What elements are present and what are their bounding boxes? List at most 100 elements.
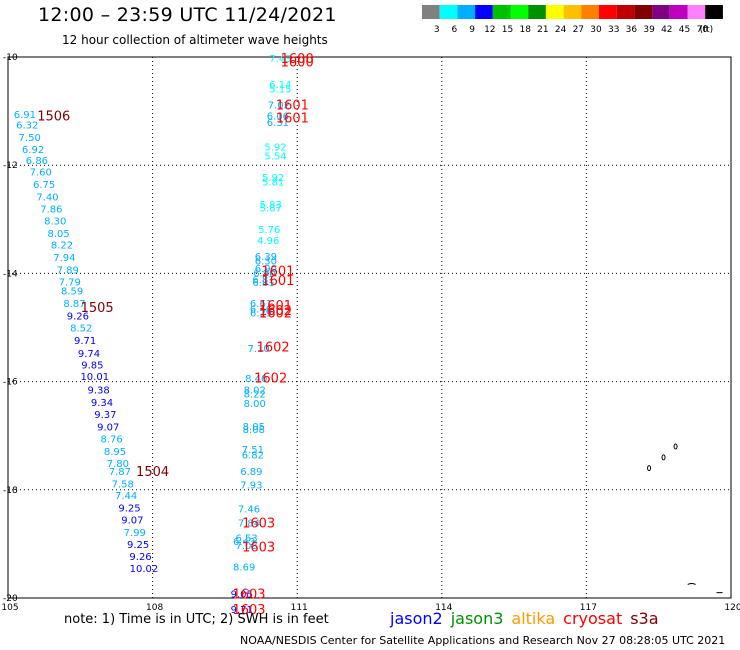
- lon-tick-label: 108: [146, 603, 163, 613]
- wave-height-value: 8.08: [243, 425, 265, 436]
- lat-tick-label: -18: [3, 486, 18, 496]
- wave-height-value: 7.80: [107, 459, 129, 470]
- pass-time-label: 1601: [259, 299, 292, 314]
- colorbar-swatch: [475, 5, 493, 19]
- wave-height-value: 5.15: [269, 84, 291, 95]
- pass-time-label: 1603: [232, 603, 265, 618]
- wave-height-value: 8.22: [51, 241, 73, 252]
- lat-tick-label: -14: [3, 269, 18, 279]
- wave-height-value: 8.52: [70, 324, 92, 335]
- wave-height-value: 6.31: [267, 118, 289, 129]
- satellite-legend: jason2 jason3 altika cryosat s3a: [390, 609, 667, 628]
- wave-height-value: 8.76: [100, 434, 122, 445]
- color-scale-legend: 3 6 9 12 15 18 21 24 27 30 33 36 39 42 45 70(ft): [422, 5, 723, 35]
- wave-height-value: 7.46: [238, 505, 260, 516]
- wave-height-value: 7.03: [235, 541, 257, 552]
- colorbar-swatch: [616, 5, 635, 19]
- wave-height-value: 7.60: [30, 168, 52, 179]
- wave-height-value: 6.43: [233, 537, 255, 548]
- map-title: 12:00 – 23:59 UTC 11/24/2021: [38, 4, 337, 26]
- wave-height-value: 8.00: [244, 399, 266, 410]
- colorbar-swatch: [510, 5, 529, 19]
- wave-height-value: 9.26: [67, 312, 89, 323]
- colorbar-swatch: [652, 5, 670, 19]
- wave-height-value: 7.10: [248, 344, 270, 355]
- wave-height-value: 7.43: [269, 54, 291, 65]
- wave-height-value: 6.32: [16, 121, 38, 132]
- footer-credit: NOAA/NESDIS Center for Satellite Applica…: [240, 634, 726, 647]
- wave-height-value: 7.50: [19, 133, 41, 144]
- wave-height-value: 10.02: [130, 564, 159, 575]
- pass-time-label: 1602: [254, 371, 287, 386]
- lon-tick-label: 105: [1, 603, 18, 613]
- wave-height-value: 7.79: [59, 278, 81, 289]
- wave-height-value: 7.44: [115, 491, 137, 502]
- wave-height-value: 8.95: [104, 447, 126, 458]
- pass-time-label: 1602: [259, 306, 292, 321]
- wave-height-value: 4.96: [257, 236, 279, 247]
- lon-tick-label: 117: [580, 603, 597, 613]
- wave-height-value: 6.30: [255, 256, 277, 267]
- wave-height-value: 7.40: [36, 193, 58, 204]
- pass-time-label: 1601: [261, 274, 294, 289]
- lat-tick-label: -12: [3, 161, 18, 171]
- wave-height-value: 7.89: [57, 266, 79, 277]
- satellite-altika: altika: [511, 609, 556, 628]
- wave-height-value: 7.86: [40, 204, 62, 215]
- pass-time-label: 1601: [261, 265, 294, 280]
- pass-time-label: 1603: [232, 588, 265, 603]
- colorbar-label: 33: [608, 25, 619, 35]
- wave-height-value: 9.25: [118, 504, 140, 515]
- wave-height-value: 6.89: [240, 467, 262, 478]
- wave-height-value: 6.81: [252, 278, 274, 289]
- colorbar-swatch: [457, 5, 476, 19]
- wave-height-value: 9.34: [91, 398, 113, 409]
- pass-time-label: 1602: [257, 340, 290, 355]
- lon-tick-label: 114: [435, 603, 452, 613]
- wave-height-value: 6.53: [235, 533, 257, 544]
- wave-height-value: 5.83: [260, 200, 282, 211]
- colorbar-swatch: [528, 5, 546, 19]
- wave-height-value: 9.26: [129, 552, 151, 563]
- colorbar-swatch: [563, 5, 582, 19]
- wave-height-value: 9.74: [78, 349, 100, 360]
- colorbar-label: 27: [573, 25, 584, 35]
- wave-height-value: 5.81: [262, 177, 284, 188]
- wave-height-value: 9.38: [87, 386, 109, 397]
- wave-height-value: 6.46: [250, 305, 272, 316]
- colorbar-swatch: [669, 5, 688, 19]
- colorbar-label: 39: [643, 25, 655, 35]
- colorbar-swatch: [422, 5, 440, 19]
- colorbar-label: 30: [590, 25, 602, 35]
- colorbar-swatch: [545, 5, 564, 19]
- pass-time-label: 1601: [276, 112, 309, 127]
- lat-tick-label: -10: [3, 53, 18, 63]
- wave-height-value: 10.01: [80, 372, 109, 383]
- wave-height-value: 6.92: [22, 145, 44, 156]
- colorbar-label: 15: [502, 25, 513, 35]
- wave-height-value: 9.07: [121, 516, 143, 527]
- map-frame: [7, 56, 732, 599]
- colorbar-swatch: [705, 5, 723, 19]
- wave-height-value: 8.30: [44, 216, 66, 227]
- satellite-cryosat: cryosat: [563, 609, 623, 628]
- wave-height-value: 6.75: [33, 180, 55, 191]
- colorbar-swatch: [492, 5, 511, 19]
- colorbar-swatch: [687, 5, 706, 19]
- colorbar-swatch: [439, 5, 458, 19]
- wave-height-value: 6.61: [250, 299, 272, 310]
- island-outline: [647, 465, 652, 472]
- lat-tick-label: -20: [3, 594, 18, 604]
- wave-height-value: 8.05: [243, 422, 265, 433]
- pass-time-label: 1506: [37, 109, 70, 124]
- wave-height-value: 8.02: [244, 386, 266, 397]
- colorbar-label: 24: [555, 25, 567, 35]
- wave-height-value: 9.71: [231, 605, 253, 616]
- lat-tick-label: -16: [3, 378, 18, 388]
- wave-height-value: 6.39: [255, 252, 277, 263]
- satellite-jason2: jason2: [390, 609, 443, 628]
- wave-height-value: 5.92: [262, 173, 284, 184]
- wave-height-value: 5.76: [258, 225, 280, 236]
- colorbar-label: 21: [537, 25, 548, 35]
